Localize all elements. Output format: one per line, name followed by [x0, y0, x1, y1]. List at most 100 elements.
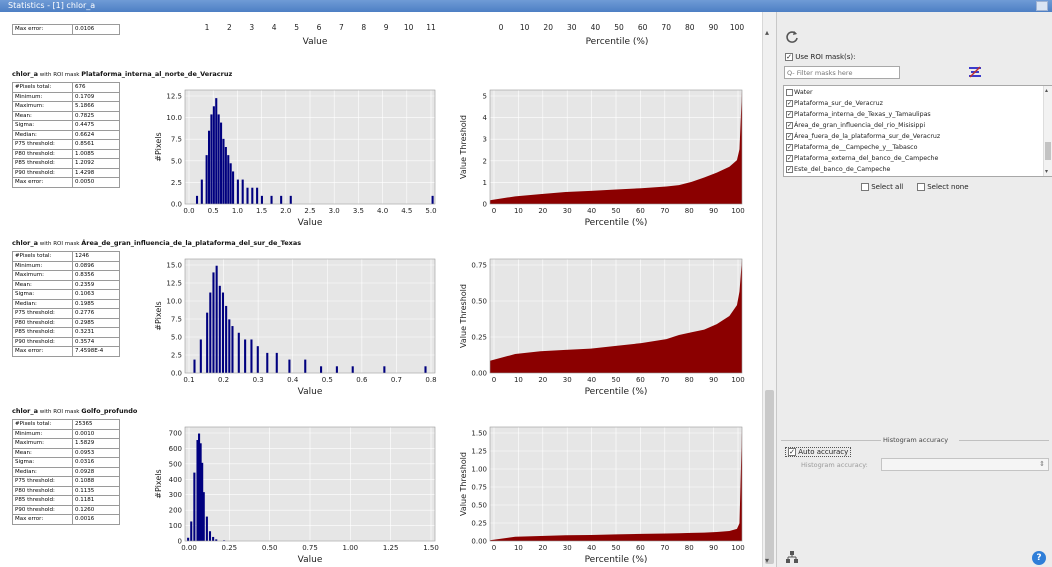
refresh-icon[interactable] [785, 30, 799, 44]
percentile-y-axis-label: Value Threshold [459, 115, 468, 179]
histogram-bar [227, 155, 230, 204]
mask-list-item[interactable]: ✓ Área_de_gran_influencia_del_rio_Misisip… [784, 120, 1052, 131]
histogram-bar [199, 443, 202, 541]
mask-checkbox[interactable]: ✓ [786, 110, 793, 118]
x-tick-label: 100 [730, 23, 745, 32]
x-tick-label: 0.25 [222, 544, 238, 552]
y-tick-label: 10.0 [166, 298, 182, 306]
histogram-bar [222, 138, 225, 204]
y-tick-label: 100 [169, 522, 182, 530]
x-tick-label: 0.5 [322, 376, 333, 384]
mask-checkbox[interactable] [786, 88, 793, 96]
histogram-bar [266, 352, 269, 373]
x-tick-label: 9 [384, 23, 389, 32]
y-tick-label: 0.00 [471, 538, 487, 546]
histogram-bar [210, 114, 213, 204]
window-close-button[interactable] [1036, 1, 1048, 11]
use-roi-checkbox-box[interactable]: ✓ [785, 53, 793, 61]
x-tick-label: 30 [563, 376, 572, 384]
mask-checkbox[interactable]: ✓ [786, 121, 793, 129]
histogram-bar [200, 179, 203, 204]
histogram-bar [207, 130, 211, 204]
y-tick-label: 5.0 [171, 157, 182, 165]
x-tick-label: 1 [205, 23, 210, 32]
histogram-accuracy-field[interactable]: ⇕ [881, 458, 1049, 471]
select-all-box[interactable] [861, 183, 869, 191]
mask-checkbox[interactable]: ✓ [786, 99, 793, 107]
histogram-plot-frame [184, 426, 436, 542]
mask-manager-icon[interactable] [967, 65, 983, 79]
x-tick-label: 0.4 [287, 376, 299, 384]
histogram-bar [224, 147, 227, 204]
y-tick-label: 0.25 [471, 334, 487, 342]
scroll-up-arrow-icon[interactable]: ▴ [765, 28, 770, 37]
histogram-y-axis-label: #Pixels [154, 132, 163, 161]
mask-list-scroll-down-icon[interactable]: ▾ [1045, 168, 1049, 175]
histogram-bar [229, 163, 232, 204]
window-titlebar: Statistics - [1] chlor_a [0, 0, 1052, 12]
mask-checkbox[interactable]: ✓ [786, 165, 793, 173]
percentile-plot-frame [489, 258, 743, 374]
network-icon[interactable] [785, 550, 799, 564]
help-icon[interactable]: ? [1032, 551, 1046, 565]
mask-list-scroll-thumb[interactable] [1045, 142, 1051, 160]
select-none-checkbox[interactable]: Select none [917, 183, 969, 191]
histogram-bar [195, 195, 199, 204]
select-all-checkbox[interactable]: Select all [861, 183, 903, 191]
mask-list-scroll-up-icon[interactable]: ▴ [1045, 87, 1049, 94]
x-tick-label: 1.50 [423, 544, 439, 552]
mask-list-item[interactable]: Water [784, 87, 1052, 98]
x-tick-label: 80 [685, 544, 694, 552]
stats-table: #Pixels total: 1246 Minimum: 0.0896 Maximum:… [12, 251, 120, 357]
x-tick-label: 0.00 [181, 544, 197, 552]
x-tick-label: 5 [294, 23, 299, 32]
x-tick-label: 50 [612, 376, 621, 384]
top-stats-table: Max error: 0.0106 [12, 24, 120, 35]
mask-list-item[interactable]: ✓ Área_fuera_de_la_plataforma_sur_de_Vera… [784, 131, 1052, 142]
mask-checkbox[interactable]: ✓ [786, 143, 793, 151]
histogram-bar [202, 492, 205, 541]
x-tick-label: 0.5 [208, 207, 219, 215]
x-tick-label: 6 [317, 23, 322, 32]
x-tick-label: 70 [660, 376, 669, 384]
histogram-bar [198, 433, 201, 541]
mask-checkbox[interactable]: ✓ [786, 154, 793, 162]
histogram-bar [250, 339, 253, 373]
histogram-bar [424, 366, 427, 373]
percentile-y-axis-label: Value Threshold [459, 284, 468, 348]
y-tick-label: 4 [483, 114, 488, 122]
histogram-x-axis-label: Value [298, 218, 323, 228]
histogram-accuracy-group: Histogram accuracy [781, 436, 1049, 490]
x-tick-label: 0.2 [218, 376, 229, 384]
scrollbar-thumb[interactable] [765, 390, 774, 564]
x-tick-label: 20 [538, 544, 547, 552]
select-none-box[interactable] [917, 183, 925, 191]
accuracy-stepper-icon[interactable]: ⇕ [1039, 460, 1045, 468]
histogram-bar [199, 339, 202, 373]
mask-list-item[interactable]: ✓ Este_del_banco_de_Campeche [784, 164, 1052, 175]
auto-accuracy-box[interactable]: ✓ [788, 448, 796, 456]
x-tick-label: 20 [538, 376, 547, 384]
histogram-bar [190, 521, 193, 541]
mask-name: Plataforma_interna_al_norte_de_Veracruz [81, 70, 233, 78]
vertical-scrollbar[interactable]: ▴ ▾ [762, 12, 776, 567]
x-tick-label: 0 [492, 544, 496, 552]
mask-list-scrollbar[interactable]: ▴ ▾ [1043, 86, 1052, 176]
use-roi-mask-checkbox[interactable]: ✓ Use ROI mask(s): [785, 53, 855, 61]
x-tick-label: 10 [514, 376, 523, 384]
stats-value: 0.0050 [72, 177, 120, 188]
mask-list-item[interactable]: ✓ Plataforma_de__Campeche_y__Tabasco [784, 142, 1052, 153]
y-tick-label: 5.0 [171, 334, 182, 342]
histogram-bar [215, 539, 218, 541]
x-tick-label: 0.8 [425, 376, 436, 384]
mask-checkbox[interactable]: ✓ [786, 132, 793, 140]
x-tick-label: 70 [660, 207, 669, 215]
x-tick-label: 3.0 [329, 207, 340, 215]
mask-list-item[interactable]: ✓ Plataforma_externa_del_banco_de_Campech… [784, 153, 1052, 164]
auto-accuracy-checkbox[interactable]: ✓ Auto accuracy [785, 447, 852, 457]
stats-value: 0.0016 [72, 514, 120, 525]
mask-list-item[interactable]: ✓ Plataforma_interna_de_Texas_y_Tamaulipa… [784, 109, 1052, 120]
scroll-down-arrow-icon[interactable]: ▾ [765, 556, 770, 565]
mask-list-item[interactable]: ✓ Plataforma_sur_de_Veracruz [784, 98, 1052, 109]
mask-filter-input[interactable] [784, 66, 900, 79]
